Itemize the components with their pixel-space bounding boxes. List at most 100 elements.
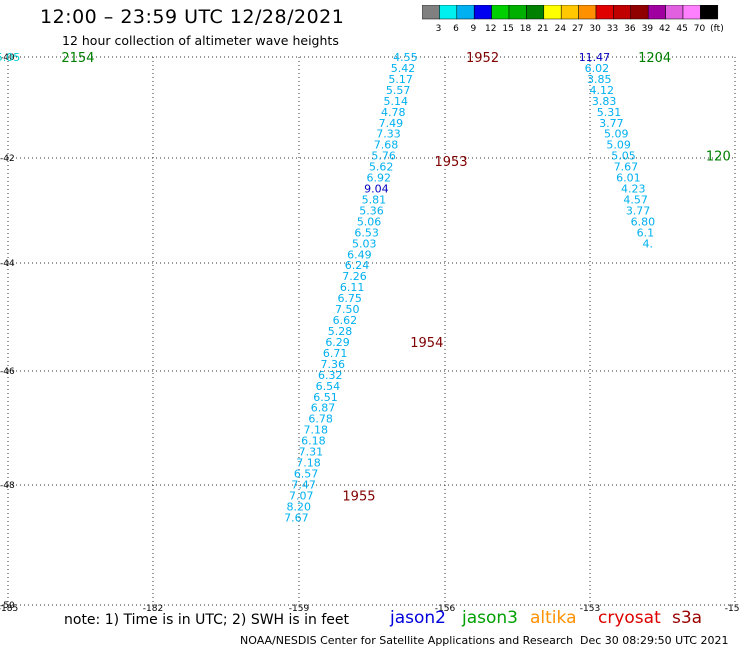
scale-swatch xyxy=(526,5,545,20)
wave-height-value: 4.23 xyxy=(621,183,646,196)
wave-height-value: 6.01 xyxy=(616,172,641,185)
wave-height-value: 6.1 xyxy=(637,226,655,239)
wave-height-value: 6.32 xyxy=(318,369,343,382)
pass-time-label: 1953 xyxy=(435,155,468,170)
y-tick-label: -40 xyxy=(0,53,15,63)
wave-height-value: 4.78 xyxy=(381,106,406,119)
y-tick-label: -48 xyxy=(0,481,15,491)
legend-altika: altika xyxy=(530,608,577,628)
wave-height-value: 6.24 xyxy=(345,259,370,272)
wave-height-value: 6.92 xyxy=(367,172,392,185)
wave-height-value: 5.06 xyxy=(357,215,382,228)
wave-height-value: 7.67 xyxy=(284,511,309,524)
wave-height-value: 3.77 xyxy=(626,204,651,217)
y-tick-label: -46 xyxy=(0,367,15,377)
y-tick-label: -44 xyxy=(0,259,15,269)
wave-height-value: 6.78 xyxy=(308,413,333,426)
y-tick-label: -50 xyxy=(0,601,15,611)
scale-swatch xyxy=(665,5,684,20)
legend-s3a: s3a xyxy=(672,608,703,628)
wave-height-value: 4.12 xyxy=(589,84,614,97)
wave-height-points: 4.555.425.175.575.144.787.497.337.685.76… xyxy=(0,51,655,524)
wave-height-value: 3.77 xyxy=(599,117,624,130)
wave-height-value: 7.50 xyxy=(335,303,360,316)
scale-label: 12 xyxy=(485,24,496,34)
credit-line: NOAA/NESDIS Center for Satellite Applica… xyxy=(240,634,574,647)
scale-label: 24 xyxy=(555,24,567,34)
wave-height-value: 5.36 xyxy=(359,204,384,217)
x-tick-label: -156 xyxy=(435,604,456,614)
scale-swatch xyxy=(578,5,597,20)
scale-label: 18 xyxy=(520,24,532,34)
map-subtitle: 12 hour collection of altimeter wave hei… xyxy=(62,33,339,48)
wave-height-value: 11.47 xyxy=(579,51,611,64)
legend-jason3: jason3 xyxy=(462,608,518,628)
scale-swatch xyxy=(595,5,614,20)
x-tick-label: -153 xyxy=(580,604,600,614)
scale-label: 42 xyxy=(659,24,670,34)
wave-height-value: 6.53 xyxy=(354,226,379,239)
scale-swatch xyxy=(700,5,719,20)
scale-label: 3 xyxy=(436,24,442,34)
color-scale-legend: 3 6 9 12 15 18 21 24 27 30 33 36 39 42 45 70 (ft) xyxy=(422,5,724,34)
wave-height-value: 4.55 xyxy=(393,51,418,64)
scale-swatch xyxy=(473,5,492,20)
x-tick-label: -185 xyxy=(0,604,18,614)
wave-height-value: 6.80 xyxy=(631,215,656,228)
wave-height-value: 6.11 xyxy=(340,281,365,294)
scale-swatch xyxy=(647,5,666,20)
scale-swatch xyxy=(422,5,440,20)
wave-height-value: 7.07 xyxy=(289,489,314,502)
scale-label: 39 xyxy=(642,24,654,34)
wave-height-value: 5.09 xyxy=(604,128,629,141)
wave-height-value: 5.05 xyxy=(0,51,20,64)
scale-swatch xyxy=(630,5,649,20)
map-grid xyxy=(7,56,736,606)
scale-label: 9 xyxy=(470,24,476,34)
wave-height-value: 7.68 xyxy=(374,139,399,152)
footer-note: note: 1) Time is in UTC; 2) SWH is in fe… xyxy=(64,612,350,628)
x-tick-label: -159 xyxy=(289,604,310,614)
scale-swatch xyxy=(613,5,632,20)
pass-time-label: 2154 xyxy=(61,51,94,66)
scale-swatch xyxy=(543,5,562,20)
wave-height-value: 4.57 xyxy=(623,193,648,206)
x-tick-label: -150 xyxy=(725,604,740,614)
pass-time-labels: 1952 1953 1954 1955 1204 120 2154 xyxy=(61,51,730,504)
scale-label: 6 xyxy=(453,24,459,34)
wave-height-value: 9.04 xyxy=(364,183,389,196)
wave-height-value: 6.29 xyxy=(325,336,350,349)
scale-label: 45 xyxy=(676,24,687,34)
pass-time-label: 1952 xyxy=(466,51,499,66)
scale-label: 27 xyxy=(572,24,583,34)
wave-height-value: 6.54 xyxy=(316,380,341,393)
wave-height-value: 7.67 xyxy=(614,161,639,174)
wave-height-value: 6.18 xyxy=(301,435,326,448)
wave-height-value: 5.42 xyxy=(391,62,416,75)
scale-swatch xyxy=(491,5,510,20)
legend-jason2: jason2 xyxy=(390,608,446,628)
pass-time-label: 120 xyxy=(706,150,731,165)
pass-time-label: 1955 xyxy=(342,489,375,504)
scale-label: 36 xyxy=(624,24,636,34)
wave-height-value: 8.20 xyxy=(287,500,312,513)
wave-height-value: 6.62 xyxy=(333,314,358,327)
wave-height-value: 5.62 xyxy=(369,161,394,174)
scale-label: 21 xyxy=(537,24,548,34)
wave-height-value: 7.33 xyxy=(376,128,401,141)
wave-height-value: 5.05 xyxy=(611,150,636,163)
wave-height-value: 5.03 xyxy=(352,237,377,250)
generated-timestamp: Dec 30 08:29:50 UTC 2021 xyxy=(580,634,729,647)
scale-label: 70 xyxy=(694,24,706,34)
wave-height-value: 3.85 xyxy=(587,73,612,86)
scale-swatch xyxy=(456,5,475,20)
map-title: 12:00 – 23:59 UTC 12/28/2021 xyxy=(40,6,345,28)
wave-height-value: 5.31 xyxy=(597,106,622,119)
axis-tick-labels: -185 -182 -159 -156 -153 -150 -40 -42 -44 -46 -48 -… xyxy=(0,53,740,614)
pass-time-label: 1954 xyxy=(410,336,443,351)
wave-height-value: 7.47 xyxy=(291,478,316,491)
wave-height-value: 6.57 xyxy=(294,467,319,480)
x-tick-label: -182 xyxy=(143,604,163,614)
scale-label: (ft) xyxy=(710,24,724,34)
